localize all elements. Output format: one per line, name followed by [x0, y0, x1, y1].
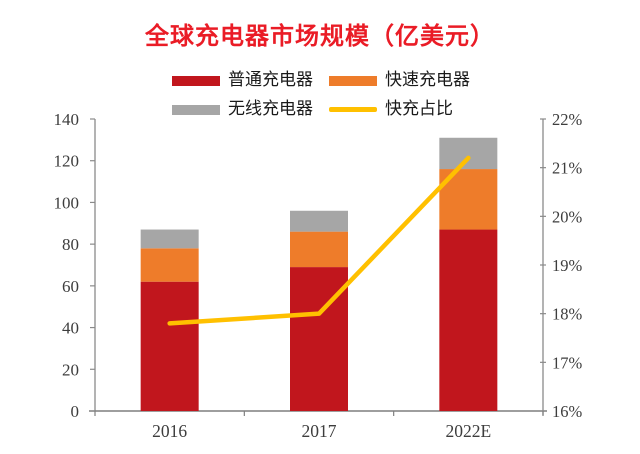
right-axis-label: 17% — [552, 353, 583, 372]
x-axis-category-label: 2022E — [445, 421, 491, 441]
left-axis-label: 80 — [62, 235, 79, 254]
right-axis-label: 20% — [552, 207, 583, 226]
legend-swatch-normal-charger — [172, 75, 220, 86]
left-axis-label: 100 — [54, 193, 80, 212]
bar-segment-wireless-2017 — [290, 210, 348, 232]
legend-item-normal-charger: 普通充电器 — [172, 70, 329, 91]
legend-swatch-fast-charger — [329, 75, 377, 86]
left-axis-label: 0 — [71, 402, 80, 421]
chart-title: 全球充电器市场规模（亿美元） — [145, 22, 495, 50]
left-axis-label: 40 — [62, 319, 79, 338]
right-axis-label: 16% — [552, 402, 583, 421]
legend-item-fast-charger: 快速充电器 — [329, 70, 470, 91]
left-axis-label: 20 — [62, 360, 79, 379]
x-axis-category-label: 2016 — [152, 421, 187, 441]
legend-item-wireless-charger: 无线充电器 — [172, 99, 329, 120]
legend-label-fast-charge-ratio: 快充占比 — [385, 99, 453, 119]
bar-segment-fast-2017 — [290, 231, 348, 268]
x-axis-category-label: 2017 — [302, 421, 337, 441]
legend-label-wireless-charger: 无线充电器 — [228, 99, 313, 119]
legend-item-fast-charge-ratio: 快充占比 — [329, 99, 470, 120]
bar-segment-normal-2016 — [140, 281, 199, 411]
legend-swatch-wireless-charger — [172, 104, 220, 115]
right-axis-label: 19% — [552, 256, 583, 275]
legend-label-normal-charger: 普通充电器 — [228, 70, 313, 90]
left-axis-label: 140 — [54, 110, 80, 129]
left-axis-label: 60 — [62, 277, 79, 296]
right-axis-label: 18% — [552, 305, 583, 324]
bar-segment-normal-2017 — [290, 267, 348, 411]
fast-charge-ratio-line — [167, 155, 471, 326]
legend-label-fast-charger: 快速充电器 — [385, 70, 470, 90]
chart-legend: 普通充电器 快速充电器 无线充电器 快充占比 — [172, 70, 470, 120]
bar-segment-wireless-2022E — [439, 137, 498, 170]
legend-swatch-fast-charge-ratio-line — [329, 107, 377, 112]
bar-segment-normal-2022E — [439, 229, 498, 411]
bar-segment-fast-2016 — [140, 248, 199, 282]
right-axis-label: 22% — [552, 110, 583, 129]
left-axis-label: 120 — [54, 152, 80, 171]
bar-segment-wireless-2016 — [140, 229, 199, 249]
right-axis-label: 21% — [552, 159, 583, 178]
